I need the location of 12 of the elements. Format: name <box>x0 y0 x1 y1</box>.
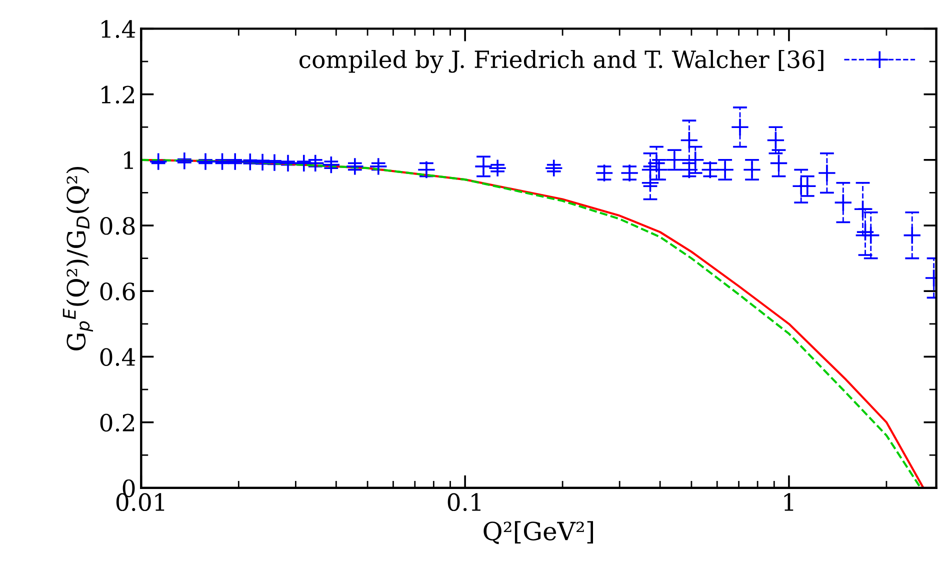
y-tick-label: 1.2 <box>102 86 134 104</box>
y-tick-label: 0.6 <box>100 282 135 300</box>
y-tick-label: 1 <box>124 151 133 169</box>
y-axis-title: G$_{p}$$^{E}$(Q²)/G$_{D}$(Q²) <box>62 166 94 350</box>
y-tick-label: 0.2 <box>100 414 134 432</box>
y-tick-label: 0.8 <box>100 216 135 235</box>
legend-label: compiled by J. Friedrich and T. Walcher [36] <box>300 50 824 74</box>
y-tick-label: 1.4 <box>102 20 136 38</box>
x-axis-title: Q²[GeV²] <box>484 521 594 544</box>
y-tick-label: 0.4 <box>100 348 136 366</box>
x-tick-label: 1 <box>784 493 794 511</box>
x-tick-label: 0.1 <box>448 493 480 512</box>
